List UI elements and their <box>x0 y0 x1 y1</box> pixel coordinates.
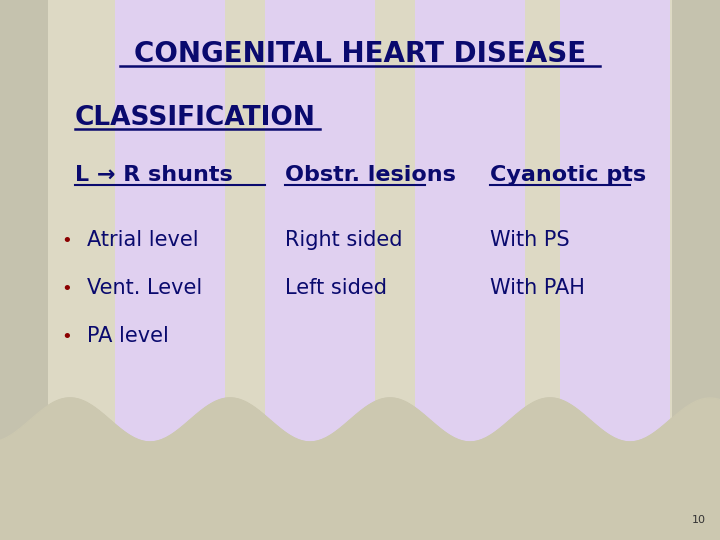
Bar <box>115 0 225 540</box>
Text: Atrial level: Atrial level <box>87 230 199 250</box>
Bar <box>560 0 670 540</box>
Bar <box>415 0 525 450</box>
Text: CONGENITAL HEART DISEASE: CONGENITAL HEART DISEASE <box>134 40 586 68</box>
Bar <box>0 0 48 540</box>
Text: Cyanotic pts: Cyanotic pts <box>490 165 646 185</box>
Bar <box>0 0 48 540</box>
Text: L → R shunts: L → R shunts <box>75 165 233 185</box>
Text: •: • <box>62 280 73 298</box>
Text: Obstr. lesions: Obstr. lesions <box>285 165 456 185</box>
Bar <box>265 0 375 540</box>
Text: •: • <box>62 232 73 250</box>
Bar <box>560 0 670 450</box>
Text: CLASSIFICATION: CLASSIFICATION <box>75 105 316 131</box>
Text: Vent. Level: Vent. Level <box>87 278 202 298</box>
Bar <box>672 0 720 540</box>
Bar <box>672 0 720 540</box>
Bar <box>265 0 375 450</box>
Text: With PAH: With PAH <box>490 278 585 298</box>
Text: •: • <box>62 328 73 346</box>
Bar <box>115 0 225 450</box>
Text: 10: 10 <box>692 515 706 525</box>
Text: Right sided: Right sided <box>285 230 402 250</box>
Text: Left sided: Left sided <box>285 278 387 298</box>
Bar <box>415 0 525 540</box>
Text: With PS: With PS <box>490 230 570 250</box>
Text: PA level: PA level <box>87 326 169 346</box>
